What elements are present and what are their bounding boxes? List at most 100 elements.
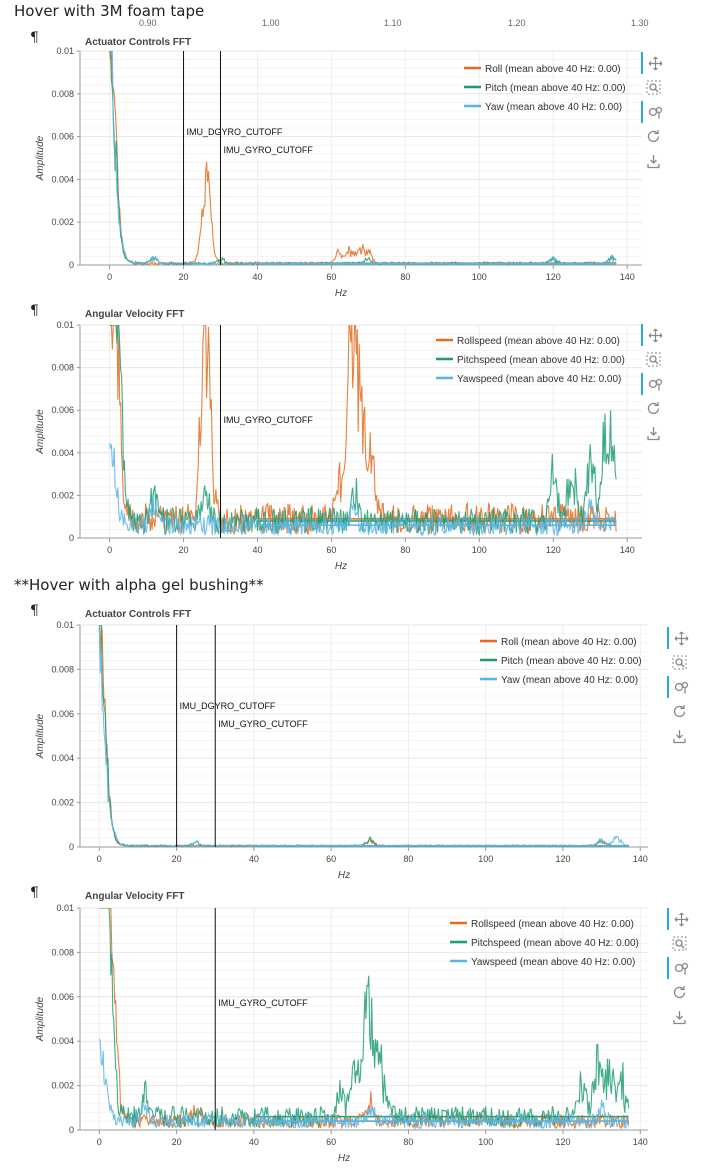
y-tick-label: 0.004 [51, 448, 74, 458]
x-tick-label: 60 [326, 1137, 336, 1147]
x-axis-label: Hz [338, 1153, 350, 1164]
top-tick-label: 1.30 [631, 18, 649, 28]
pilcrow-mark: ¶ [30, 303, 39, 319]
save-tool-button[interactable] [641, 150, 665, 172]
x-axis-label: Hz [335, 561, 347, 572]
plot-angular-velocity-gel[interactable]: Angular Velocity FFT 0 0.002 0.004 0.006 0.00… [35, 886, 705, 1169]
x-tick-label: 0 [107, 272, 112, 282]
pilcrow-mark: ¶ [30, 603, 39, 619]
y-tick-label: 0.01 [56, 320, 74, 330]
plot-angular-velocity-foam[interactable]: Angular Velocity FFT 0 0.002 0.004 0.006 0.00… [35, 304, 705, 572]
cutoff-label: IMU_DGYRO_CUTOFF [187, 127, 283, 137]
save-icon [646, 426, 660, 440]
reset-tool-button[interactable] [641, 126, 665, 148]
y-tick-label: 0.008 [51, 947, 74, 957]
y-tick-label: 0.006 [51, 992, 74, 1002]
plot-toolbar [641, 52, 667, 182]
plot-area [80, 51, 642, 265]
x-tick-label: 20 [172, 854, 182, 864]
y-tick-label: 0.002 [51, 217, 74, 227]
chart-title: Angular Velocity FFT [85, 891, 184, 902]
box-zoom-tool-button[interactable] [641, 77, 665, 99]
x-tick-label: 120 [546, 545, 561, 555]
chart-title: Angular Velocity FFT [85, 309, 184, 320]
pan-tool-button[interactable] [667, 627, 693, 649]
save-tool-button[interactable] [641, 422, 665, 444]
x-tick-label: 60 [326, 272, 336, 282]
y-tick-label: 0 [69, 260, 74, 270]
wheel-zoom-tool-button[interactable] [641, 101, 667, 123]
y-tick-label: 0.002 [51, 490, 74, 500]
section-title-foam-tape: Hover with 3M foam tape [14, 2, 205, 20]
save-icon [646, 154, 660, 168]
wheel-zoom-tool-button[interactable] [667, 676, 693, 698]
reset-tool-button[interactable] [641, 398, 665, 420]
plot-actuator-controls-gel[interactable]: Actuator Controls FFT 0 0.002 0.004 0.006 0.0… [35, 604, 705, 886]
box-zoom-icon [672, 655, 686, 670]
y-tick-label: 0.008 [51, 363, 74, 373]
x-tick-label: 100 [478, 1137, 493, 1147]
y-axis-label: Amplitude [35, 135, 46, 181]
pan-icon [674, 631, 688, 645]
clipped-top-axis: 0.90 1.00 1.10 1.20 1.30 [0, 18, 705, 28]
series-2 [98, 625, 630, 847]
pilcrow-mark: ¶ [30, 30, 39, 46]
chart-title: Actuator Controls FFT [85, 37, 191, 48]
wheel-zoom-icon [674, 681, 688, 693]
reset-tool-button[interactable] [667, 701, 691, 723]
box-zoom-tool-button[interactable] [667, 933, 691, 955]
pan-tool-button[interactable] [641, 324, 667, 346]
section-title-alpha-gel: **Hover with alpha gel bushing** [14, 576, 264, 594]
x-tick-label: 80 [400, 545, 410, 555]
series-2 [98, 1038, 630, 1130]
pan-icon [648, 56, 662, 70]
wheel-zoom-tool-button[interactable] [667, 957, 693, 979]
y-tick-label: 0.008 [51, 664, 74, 674]
save-tool-button[interactable] [667, 1006, 691, 1028]
x-tick-label: 80 [403, 854, 413, 864]
y-axis-label: Amplitude [35, 409, 46, 455]
save-tool-button[interactable] [667, 725, 691, 747]
y-tick-label: 0.01 [56, 903, 74, 913]
x-tick-label: 0 [97, 1137, 102, 1147]
x-tick-label: 40 [249, 854, 259, 864]
pan-tool-button[interactable] [641, 52, 667, 74]
x-tick-label: 100 [472, 272, 487, 282]
pan-tool-button[interactable] [667, 908, 693, 930]
box-zoom-tool-button[interactable] [667, 652, 691, 674]
legend-label: Rollspeed (mean above 40 Hz: 0.00) [457, 336, 620, 347]
x-tick-label: 80 [403, 1137, 413, 1147]
x-tick-label: 100 [478, 854, 493, 864]
box-zoom-tool-button[interactable] [641, 349, 665, 371]
y-tick-label: 0 [69, 842, 74, 852]
y-axis-label: Amplitude [35, 996, 46, 1042]
top-tick-label: 1.20 [508, 18, 526, 28]
chart-svg: Actuator Controls FFT 0 0.002 0.004 0.006 0.0… [35, 609, 648, 881]
cutoff-label: IMU_GYRO_CUTOFF [218, 719, 308, 729]
legend-label: Yawspeed (mean above 40 Hz: 0.00) [471, 957, 635, 968]
series-2 [109, 442, 617, 537]
series-line [109, 442, 617, 537]
plot-toolbar [641, 324, 667, 454]
legend-label: Pitch (mean above 40 Hz: 0.00) [501, 656, 642, 667]
series-2 [109, 51, 617, 265]
reset-tool-button[interactable] [667, 982, 691, 1004]
top-tick-label: 0.90 [139, 18, 157, 28]
legend-label: Pitch (mean above 40 Hz: 0.00) [485, 83, 626, 94]
reset-icon [647, 402, 659, 415]
x-axis-label: Hz [335, 288, 347, 299]
box-zoom-icon [646, 352, 660, 367]
save-icon [672, 729, 686, 743]
legend-label: Yawspeed (mean above 40 Hz: 0.00) [457, 374, 621, 385]
plot-actuator-controls-foam[interactable]: Actuator Controls FFT 0 0.002 0.004 0.006 0.0… [35, 32, 705, 300]
y-tick-label: 0.006 [51, 405, 74, 415]
legend-label: Rollspeed (mean above 40 Hz: 0.00) [471, 919, 634, 930]
wheel-zoom-icon [674, 962, 688, 974]
box-zoom-icon [646, 80, 660, 95]
chart-title: Actuator Controls FFT [85, 609, 191, 620]
legend-label: Yaw (mean above 40 Hz: 0.00) [501, 675, 638, 686]
wheel-zoom-tool-button[interactable] [641, 373, 667, 395]
y-tick-label: 0.002 [51, 1081, 74, 1091]
legend-label: Roll (mean above 40 Hz: 0.00) [485, 64, 621, 75]
save-icon [672, 1010, 686, 1024]
